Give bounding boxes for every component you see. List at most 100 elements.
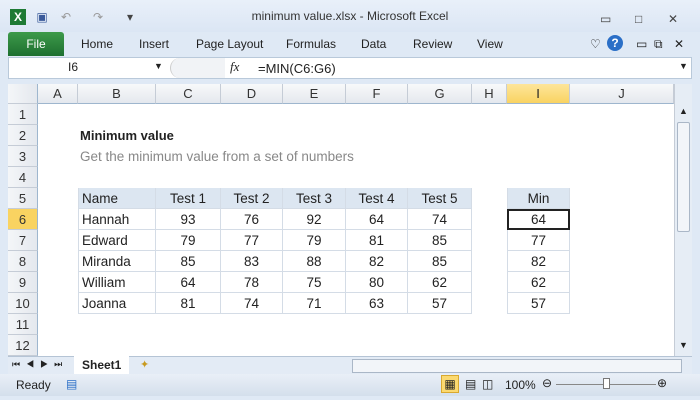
column-header-j[interactable]: J — [570, 84, 674, 104]
tab-view[interactable]: View — [477, 37, 503, 51]
formula-input[interactable]: =MIN(C6:G6) — [258, 61, 336, 76]
column-header-i[interactable]: I — [507, 84, 570, 104]
undo-icon[interactable]: ↶ — [60, 10, 72, 24]
minimize-icon[interactable]: ▭ — [600, 12, 612, 26]
vertical-scrollbar[interactable]: ▲ ▼ — [674, 84, 692, 356]
row-header-9[interactable]: 9 — [8, 272, 38, 293]
score-cell: 85 — [408, 230, 472, 251]
score-cell: 64 — [346, 209, 408, 230]
score-cell: 85 — [408, 251, 472, 272]
horizontal-scrollbar[interactable] — [352, 359, 682, 373]
row-header-11[interactable]: 11 — [8, 314, 38, 335]
table-header-cell: Test 1 — [156, 188, 221, 209]
insert-function-icon[interactable]: fx — [230, 59, 240, 74]
min-cell: 57 — [507, 293, 570, 314]
name-cell: Miranda — [78, 251, 156, 272]
help-icon[interactable]: ? — [607, 35, 623, 51]
save-icon[interactable]: ▣ — [36, 10, 48, 24]
maximize-icon[interactable]: □ — [635, 12, 643, 26]
score-cell: 93 — [156, 209, 221, 230]
window-title: minimum value.xlsx - Microsoft Excel — [251, 9, 449, 23]
score-cell: 64 — [156, 272, 221, 293]
column-header-d[interactable]: D — [221, 84, 283, 104]
sheet-tab-bar: ⏮◀▶⏭ Sheet1 ✦ — [8, 356, 692, 374]
score-cell: 63 — [346, 293, 408, 314]
insert-sheet-icon[interactable]: ✦ — [140, 359, 150, 371]
row-header-4[interactable]: 4 — [8, 167, 38, 188]
redo-icon[interactable]: ↷ — [92, 10, 104, 24]
formula-bar-splitter[interactable] — [170, 58, 225, 78]
normal-view-icon[interactable]: ▦ — [441, 375, 459, 393]
row-header-6[interactable]: 6 — [8, 209, 38, 230]
min-cell: 62 — [507, 272, 570, 293]
score-cell: 74 — [221, 293, 283, 314]
score-cell: 62 — [408, 272, 472, 293]
row-header-3[interactable]: 3 — [8, 146, 38, 167]
workbook-restore-icon[interactable]: ⧉ — [654, 37, 663, 51]
zoom-in-icon[interactable]: ⊕ — [657, 376, 668, 390]
score-cell: 79 — [156, 230, 221, 251]
excel-logo-icon: X — [10, 9, 26, 25]
tab-data[interactable]: Data — [361, 37, 387, 51]
tab-page-layout[interactable]: Page Layout — [196, 37, 264, 51]
row-header-12[interactable]: 12 — [8, 335, 38, 356]
name-box[interactable]: I6 — [67, 60, 78, 74]
close-icon[interactable]: ✕ — [668, 12, 679, 26]
tab-file[interactable]: File — [8, 32, 64, 56]
min-header-cell: Min — [507, 188, 570, 209]
page-layout-view-icon[interactable]: ▤ — [465, 377, 477, 391]
status-bar: Ready ▤ ▦ ▤ ◫ 100% ⊖ ⊕ — [0, 374, 700, 396]
score-cell: 76 — [221, 209, 283, 230]
tab-home[interactable]: Home — [81, 37, 114, 51]
score-cell: 71 — [283, 293, 346, 314]
score-cell: 78 — [221, 272, 283, 293]
status-ready: Ready — [16, 378, 51, 392]
select-all-button[interactable] — [8, 84, 38, 104]
score-cell: 77 — [221, 230, 283, 251]
table-header-cell: Test 3 — [283, 188, 346, 209]
tab-review[interactable]: Review — [413, 37, 453, 51]
table-header-cell: Test 2 — [221, 188, 283, 209]
column-header-a[interactable]: A — [38, 84, 78, 104]
column-header-b[interactable]: B — [78, 84, 156, 104]
worksheet-grid[interactable]: A B C D E F G H I J 1 2 3 4 5 6 7 8 9 10 11 12 Minimum value Ge… — [8, 84, 674, 356]
zoom-out-icon[interactable]: ⊖ — [542, 376, 553, 390]
expand-formula-bar-icon[interactable]: ▼ — [679, 61, 688, 71]
zoom-slider-thumb[interactable] — [603, 378, 610, 389]
row-header-10[interactable]: 10 — [8, 293, 38, 314]
score-cell: 82 — [346, 251, 408, 272]
macro-record-icon[interactable]: ▤ — [66, 377, 78, 391]
score-cell: 92 — [283, 209, 346, 230]
workbook-close-icon[interactable]: ✕ — [674, 37, 685, 51]
score-cell: 88 — [283, 251, 346, 272]
score-cell: 80 — [346, 272, 408, 293]
row-header-5[interactable]: 5 — [8, 188, 38, 209]
ribbon-minimize-icon[interactable]: ♡ — [590, 37, 601, 51]
page-break-view-icon[interactable]: ◫ — [482, 377, 494, 391]
score-cell: 79 — [283, 230, 346, 251]
row-header-2[interactable]: 2 — [8, 125, 38, 146]
workbook-minimize-icon[interactable]: ▭ — [636, 37, 648, 51]
row-header-7[interactable]: 7 — [8, 230, 38, 251]
column-header-e[interactable]: E — [283, 84, 346, 104]
customize-toolbar-icon[interactable]: ▾ — [126, 10, 134, 24]
table-header-cell: Name — [78, 188, 156, 209]
sheet-tab-sheet1[interactable]: Sheet1 — [74, 356, 130, 374]
sheet-subtitle: Get the minimum value from a set of numb… — [80, 149, 354, 164]
tab-formulas[interactable]: Formulas — [286, 37, 337, 51]
row-header-8[interactable]: 8 — [8, 251, 38, 272]
column-header-c[interactable]: C — [156, 84, 221, 104]
score-cell: 83 — [221, 251, 283, 272]
sheet-nav-icons[interactable]: ⏮◀▶⏭ — [12, 359, 69, 369]
column-header-h[interactable]: H — [472, 84, 507, 104]
score-cell: 81 — [346, 230, 408, 251]
row-header-1[interactable]: 1 — [8, 104, 38, 125]
column-header-f[interactable]: F — [346, 84, 408, 104]
tab-insert[interactable]: Insert — [139, 37, 170, 51]
name-box-dropdown-icon[interactable]: ▼ — [154, 61, 163, 71]
zoom-level[interactable]: 100% — [505, 378, 536, 392]
column-header-g[interactable]: G — [408, 84, 472, 104]
score-cell: 85 — [156, 251, 221, 272]
table-header-cell: Test 4 — [346, 188, 408, 209]
min-cell: 77 — [507, 230, 570, 251]
